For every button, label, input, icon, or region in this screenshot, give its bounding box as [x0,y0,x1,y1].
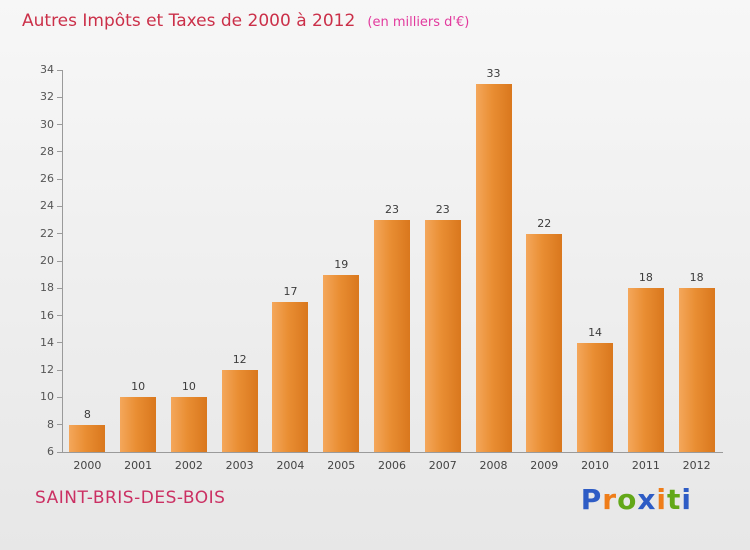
logo-letter-6: i [681,483,692,516]
proxiti-logo[interactable]: Proxiti [581,483,692,516]
y-tick-12 [57,369,62,371]
bar-value-label-2008: 33 [486,66,501,80]
bar-value-label-2007: 23 [435,203,450,217]
y-tick-label-22: 22 [40,226,54,240]
logo-letter-0: P [580,483,603,516]
bar-value-label-2001: 10 [131,380,146,394]
bar-2007 [424,220,461,452]
y-tick-34 [57,69,62,71]
y-tick-32 [57,96,62,98]
x-tick-label-2002: 2002 [174,459,203,472]
bar-2006 [374,220,410,452]
y-tick-26 [57,178,62,180]
y-tick-20 [57,260,62,262]
logo-letter-2: o [617,483,638,516]
bar-2004 [272,301,309,452]
bar-value-label-2006: 23 [385,203,399,217]
y-tick-label-8: 8 [47,417,54,431]
bar-2009 [526,233,563,452]
bar-2002 [170,397,207,452]
logo-letter-5: t [667,483,682,516]
y-tick-6 [57,451,62,453]
y-tick-8 [57,424,62,426]
y-tick-label-26: 26 [40,172,54,186]
bar-value-label-2004: 17 [283,284,298,298]
bar-2005 [323,274,360,452]
x-tick-label-2003: 2003 [225,459,254,472]
x-tick-label-2000: 2000 [73,459,102,472]
y-tick-label-24: 24 [40,199,54,213]
y-tick-22 [57,233,62,235]
commune-name: SAINT-BRIS-DES-BOIS [35,488,226,508]
bar-2011 [627,288,664,452]
y-tick-label-16: 16 [40,308,54,322]
x-tick-label-2009: 2009 [530,459,559,472]
bar-2008 [475,83,512,452]
x-tick-label-2004: 2004 [276,459,305,472]
bar-value-label-2011: 18 [638,271,653,285]
y-axis-line [62,70,63,453]
y-tick-label-6: 6 [47,445,54,458]
bar-value-label-2009: 22 [537,216,552,230]
bar-2001 [120,397,157,452]
x-tick-label-2010: 2010 [581,459,610,472]
y-tick-14 [57,342,62,344]
x-tick-label-2011: 2011 [631,459,660,472]
x-tick-label-2006: 2006 [377,459,406,472]
bar-2010 [577,342,614,452]
logo-letter-3: x [637,483,657,516]
bar-value-label-2010: 14 [588,325,603,339]
bar-value-label-2002: 10 [181,380,196,394]
x-tick-label-2005: 2005 [327,459,356,472]
y-tick-label-14: 14 [40,335,54,349]
x-axis-line [62,452,723,453]
y-tick-16 [57,315,62,317]
y-tick-label-18: 18 [40,281,54,295]
y-tick-label-20: 20 [40,254,54,267]
x-tick-label-2012: 2012 [682,459,711,472]
y-tick-28 [57,151,62,153]
bar-value-label-2003: 12 [232,353,247,367]
y-tick-label-30: 30 [40,117,54,131]
logo-letter-1: r [602,483,618,516]
bar-value-label-2000: 8 [83,407,91,421]
y-tick-label-10: 10 [40,390,54,404]
logo-letter-4: i [656,483,667,516]
x-tick-label-2001: 2001 [124,459,153,472]
x-tick-label-2007: 2007 [428,459,457,472]
y-tick-label-32: 32 [40,90,54,104]
chart-header: Autres Impôts et Taxes de 2000 à 2012 (e… [22,11,469,31]
bar-2012 [678,288,715,452]
y-tick-30 [57,124,62,126]
bar-2000 [69,424,106,452]
y-tick-label-34: 34 [40,63,54,76]
y-tick-18 [57,287,62,289]
y-tick-10 [57,396,62,398]
bar-value-label-2012: 18 [689,271,704,285]
x-tick-label-2008: 2008 [479,459,508,472]
y-tick-24 [57,205,62,207]
bar-value-label-2005: 19 [334,257,349,271]
bar-2003 [221,370,258,452]
y-tick-label-28: 28 [40,144,54,158]
y-tick-label-12: 12 [40,363,54,377]
chart-title: Autres Impôts et Taxes de 2000 à 2012 [22,11,356,31]
chart-subtitle: (en milliers d'€) [367,15,470,30]
